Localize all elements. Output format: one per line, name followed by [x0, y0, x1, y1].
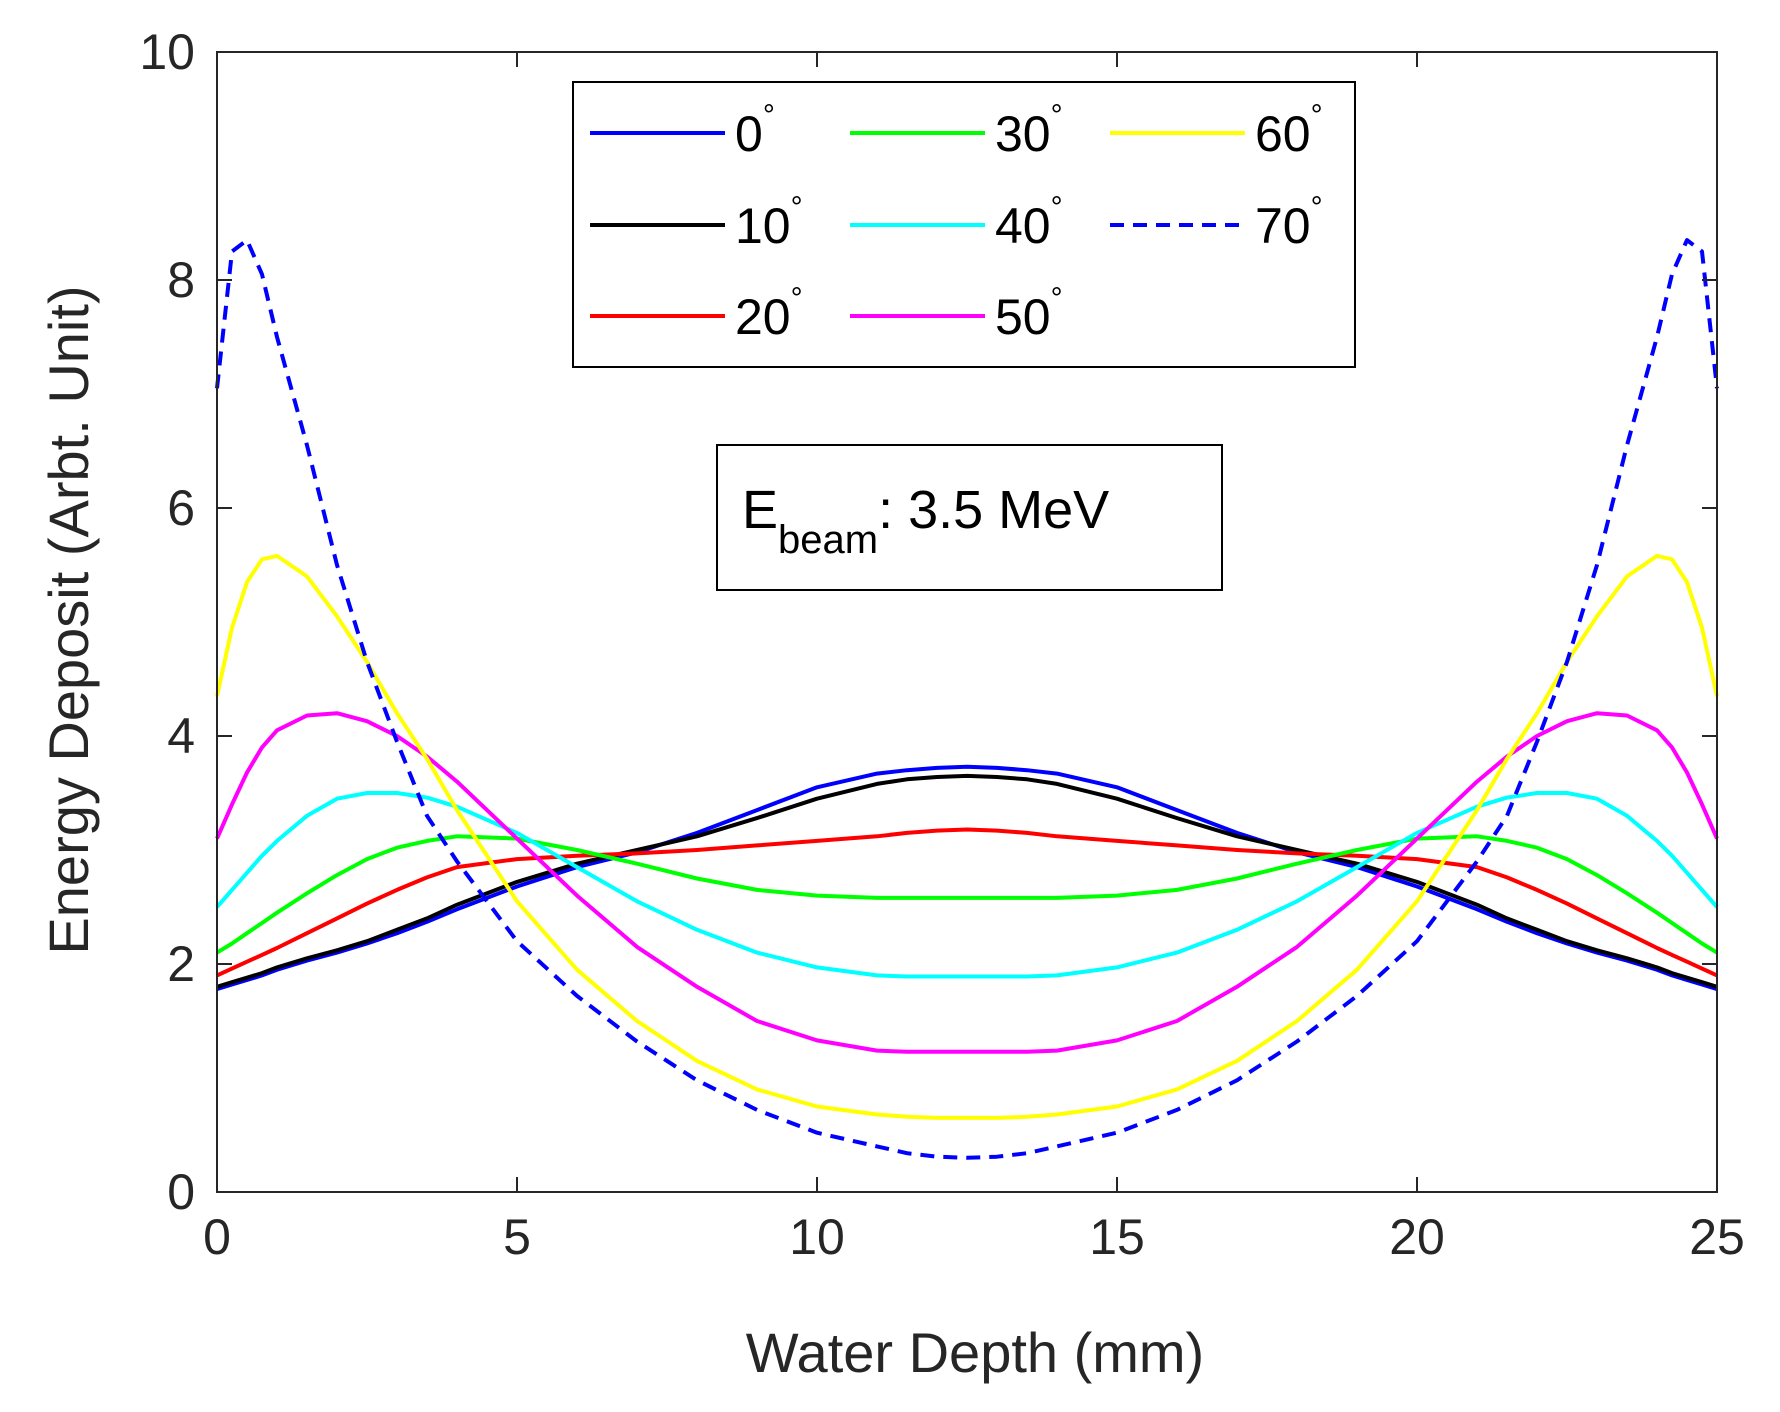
- y-tick-label: 8: [167, 252, 195, 308]
- annotation-text: Ebeam: 3.5 MeV: [742, 480, 1109, 562]
- x-tick-label: 25: [1689, 1209, 1745, 1265]
- x-axis-title: Water Depth (mm): [746, 1321, 1204, 1384]
- y-tick-label: 0: [167, 1164, 195, 1220]
- series-line-10deg: [216, 773, 1718, 989]
- y-tick-label: 4: [167, 708, 195, 764]
- x-tick-label: 10: [789, 1209, 845, 1265]
- x-tick-label: 20: [1389, 1209, 1445, 1265]
- y-tick-label: 2: [167, 936, 195, 992]
- series-line-30deg: [215, 834, 1719, 955]
- annotation-box: [716, 444, 1223, 591]
- y-tick-label: 10: [139, 24, 195, 80]
- series-lines: [215, 238, 1719, 1160]
- beam-energy-annotation: Ebeam: 3.5 MeV: [716, 444, 1223, 591]
- x-tick-label: 15: [1089, 1209, 1145, 1265]
- y-axis-title: Energy Deposit (Arbt. Unit): [37, 285, 100, 954]
- plot-frame: [216, 51, 1718, 1193]
- x-tick-label: 5: [503, 1209, 531, 1265]
- legend: 0°10°20°30°40°50°60°70°: [572, 81, 1356, 368]
- series-line-0deg: [216, 764, 1718, 992]
- series-line-20deg: [216, 827, 1718, 978]
- axes: [216, 51, 1718, 1193]
- series-line-70deg: [215, 238, 1719, 1160]
- y-tick-label: 6: [167, 480, 195, 536]
- series-line-60deg: [215, 553, 1719, 1120]
- series-line-40deg: [215, 791, 1719, 979]
- legend-label-30deg: 30°: [995, 99, 1063, 162]
- series-line-50deg: [215, 711, 1719, 1054]
- tick-labels: 0 5 10 15 20 25 0 2 4 6 8 10: [139, 24, 1744, 1265]
- x-tick-label: 0: [203, 1209, 231, 1265]
